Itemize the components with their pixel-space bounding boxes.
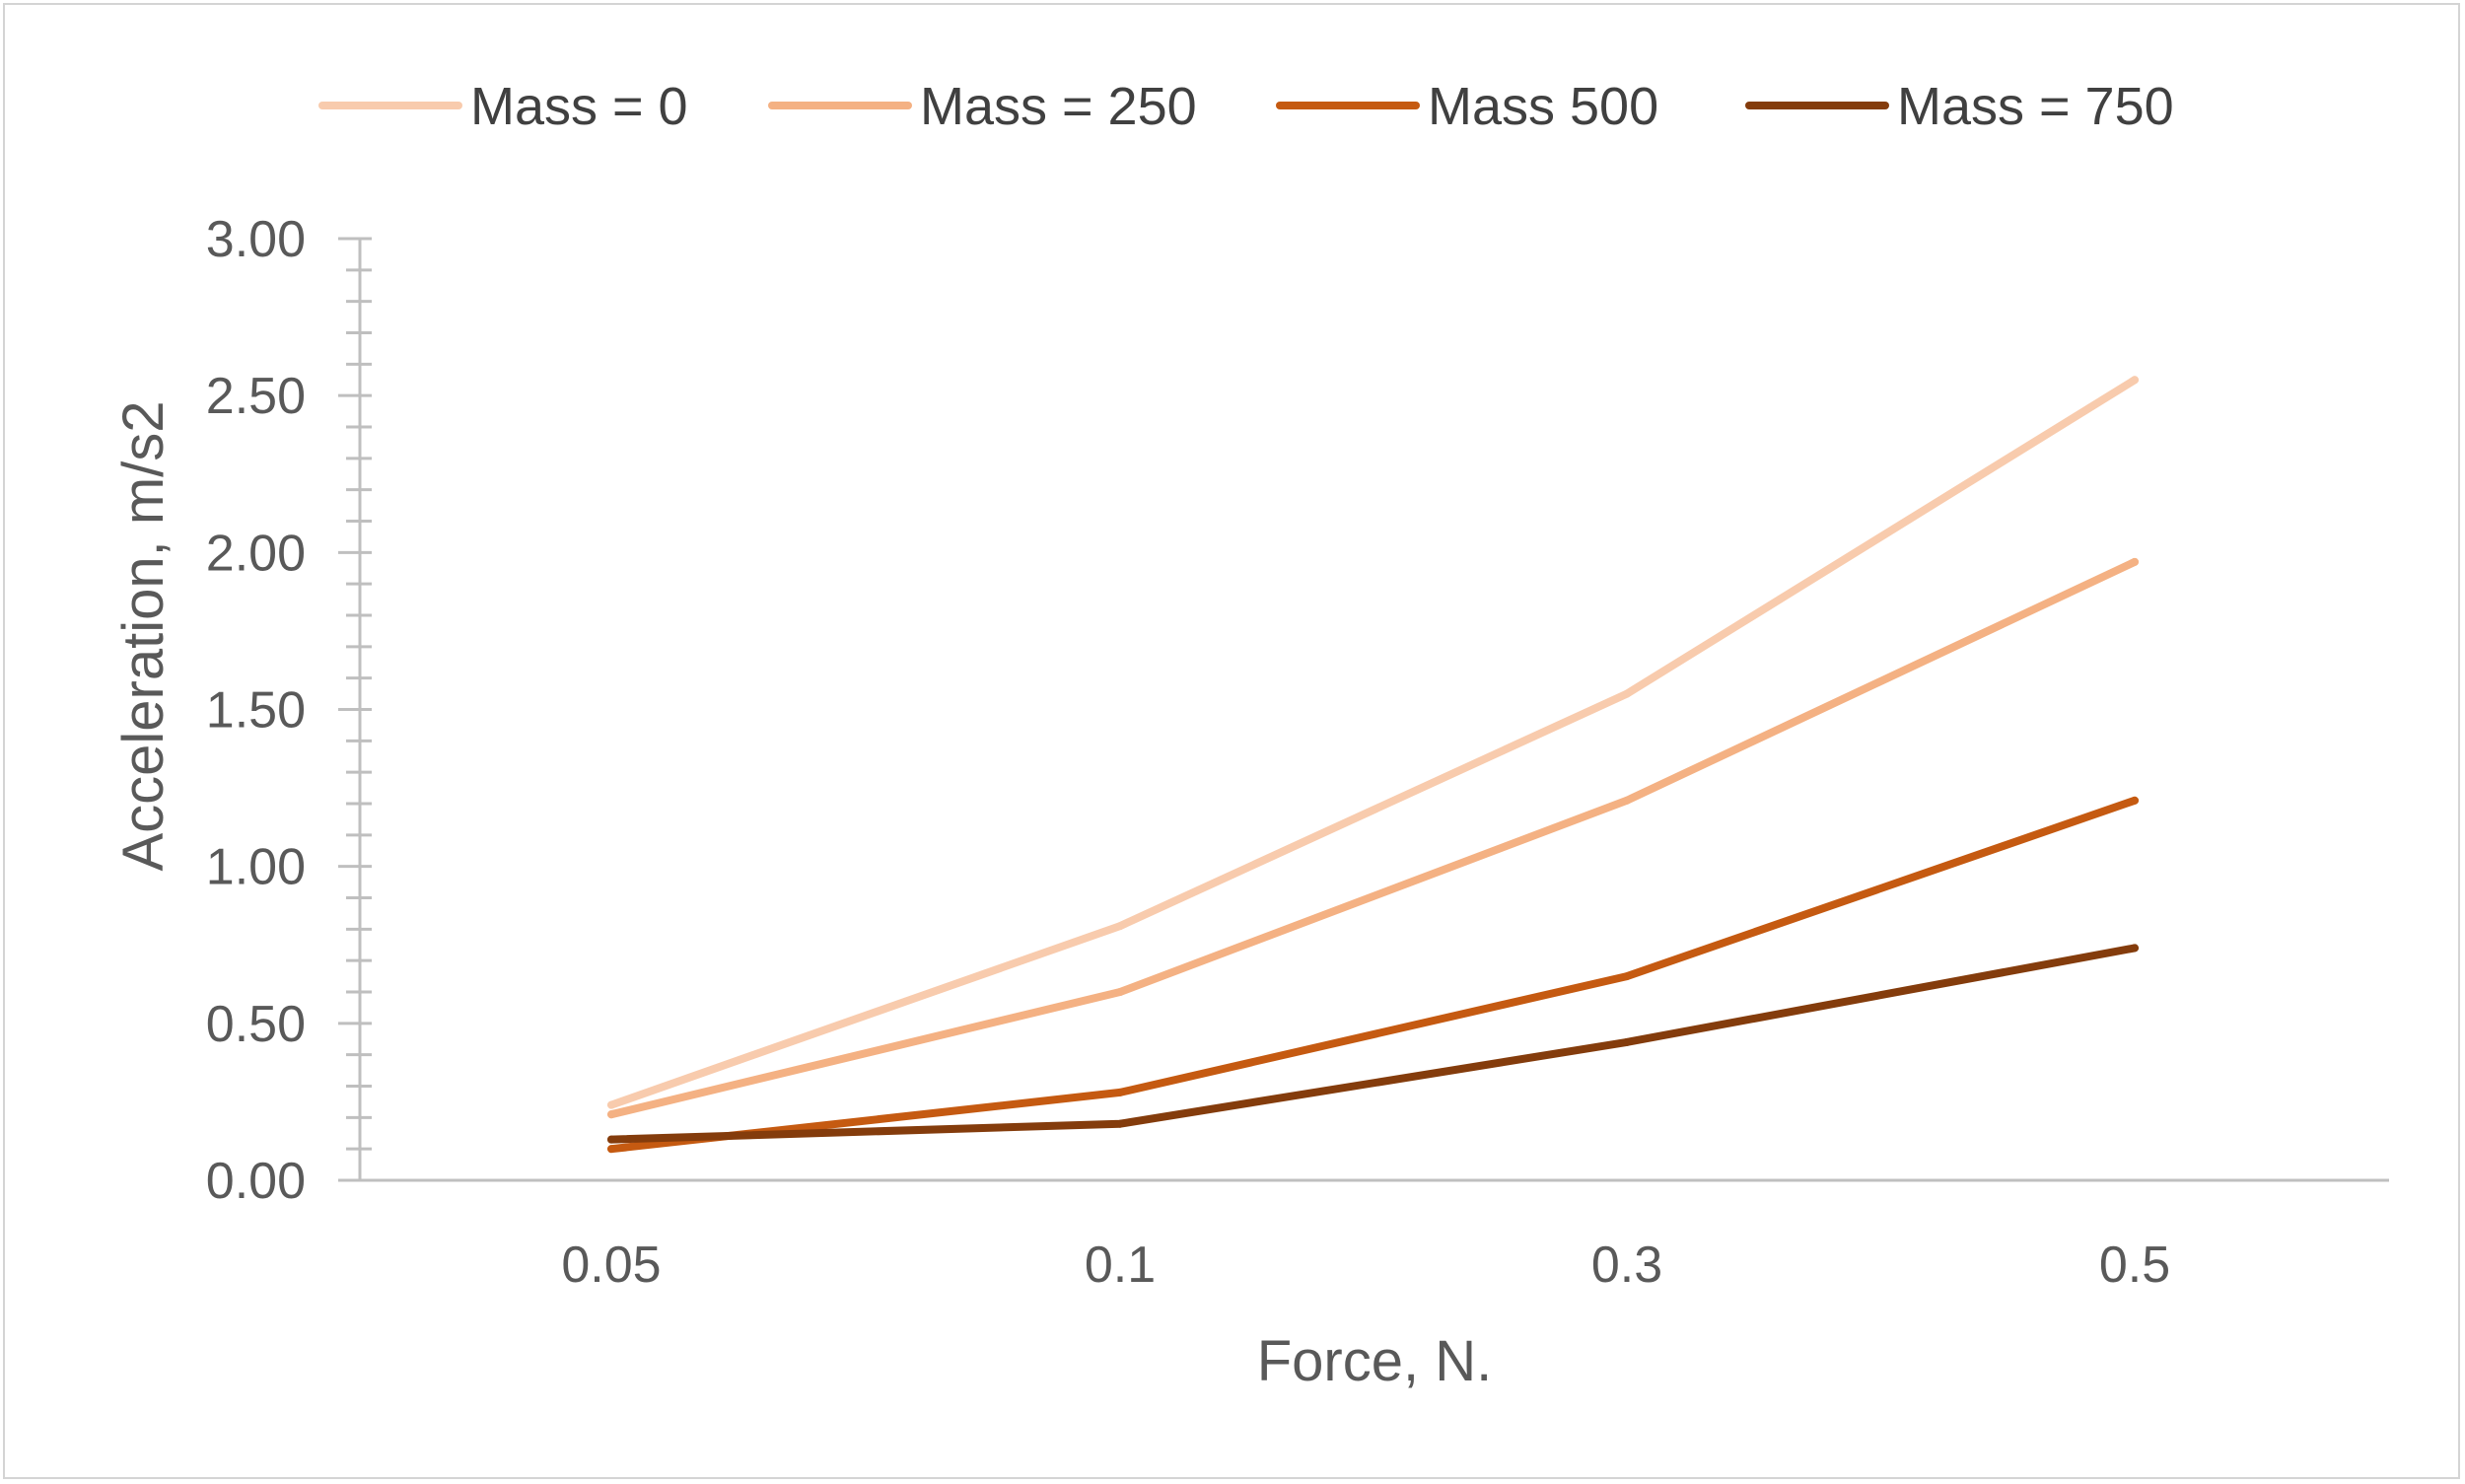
y-tick-label: 2.50 [206, 368, 306, 425]
data-point [1623, 689, 1631, 698]
x-tick-label: 0.3 [1591, 1237, 1662, 1294]
y-tick-label: 2.00 [206, 525, 306, 582]
legend-item-0: Mass = 0 [318, 77, 688, 136]
data-point [607, 1110, 615, 1119]
series-line-2 [607, 796, 2139, 1154]
y-tick-label: 0.00 [206, 1153, 306, 1210]
x-tick-label: 0.1 [1085, 1237, 1156, 1294]
y-tick-label: 3.00 [206, 211, 306, 268]
data-point [1623, 972, 1631, 981]
data-point [1623, 796, 1631, 805]
data-point [2131, 796, 2139, 805]
data-point [1116, 988, 1124, 996]
chart-area: Mass = 0 Mass = 250 Mass 500 Mass = 750 0.0… [3, 3, 2460, 1479]
legend-item-3: Mass = 750 [1745, 77, 2174, 136]
y-axis-title: Acceleration, m/s2 [111, 400, 176, 871]
data-point [607, 1135, 615, 1144]
series-line-1 [607, 557, 2139, 1119]
legend-label: Mass = 250 [920, 77, 1197, 136]
legend-label: Mass = 750 [1897, 77, 2174, 136]
legend-label: Mass 500 [1428, 77, 1658, 136]
series-layer [607, 376, 2139, 1154]
data-point [2131, 944, 2139, 953]
series-line-0 [607, 376, 2139, 1109]
data-point [2131, 376, 2139, 385]
legend: Mass = 0 Mass = 250 Mass 500 Mass = 750 [318, 77, 2174, 136]
x-axis: 0.05 0.1 0.3 0.5 [360, 1178, 2389, 1294]
legend-label: Mass = 0 [470, 77, 688, 136]
y-tick-label: 1.50 [206, 682, 306, 740]
y-axis: 0.00 0.50 1.00 1.50 2.00 2.50 3.00 [206, 211, 372, 1210]
x-axis-title: Force, N. [1257, 1329, 1493, 1393]
data-point [2131, 557, 2139, 566]
data-point [1623, 1037, 1631, 1046]
series-line-3 [607, 944, 2139, 1144]
y-tick-label: 0.50 [206, 996, 306, 1053]
x-tick-label: 0.5 [2099, 1237, 2170, 1294]
data-point [1116, 1119, 1124, 1128]
y-tick-label: 1.00 [206, 839, 306, 896]
legend-item-2: Mass 500 [1276, 77, 1658, 136]
x-tick-label: 0.05 [561, 1237, 661, 1294]
legend-item-1: Mass = 250 [768, 77, 1197, 136]
data-point [1116, 1088, 1124, 1096]
line-chart: Mass = 0 Mass = 250 Mass 500 Mass = 750 0.0… [111, 77, 2389, 1393]
data-point [607, 1145, 615, 1154]
data-point [607, 1100, 615, 1109]
data-point [1116, 922, 1124, 931]
